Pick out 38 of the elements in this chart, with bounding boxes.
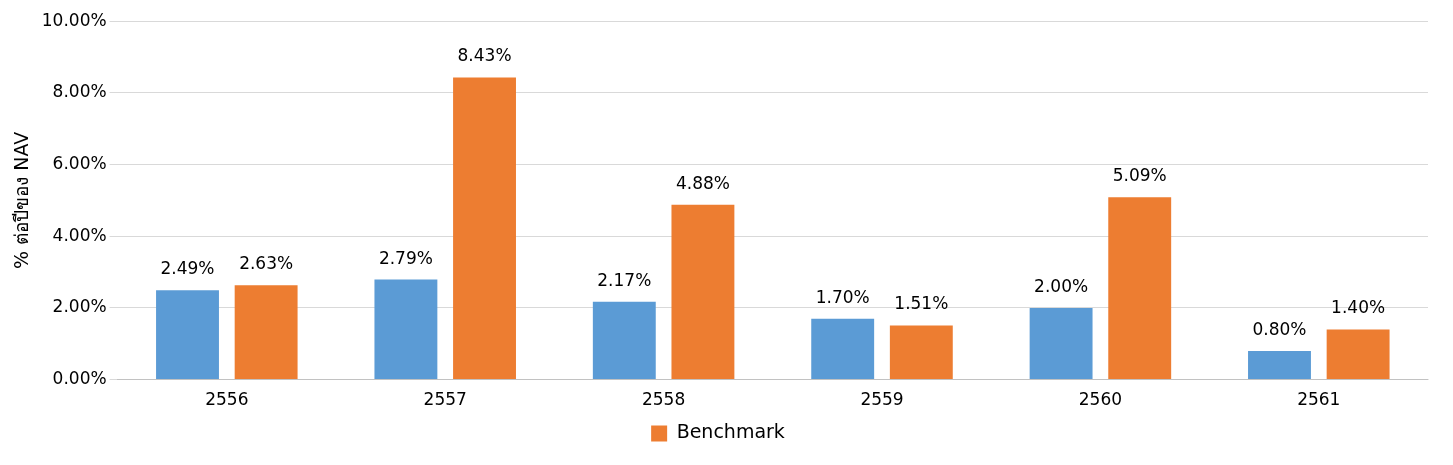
bar [1108,197,1172,380]
legend-label: Benchmark [676,420,785,443]
bar [374,279,438,380]
data-label: 2.49% [160,258,215,279]
data-label: 2.63% [239,253,294,274]
data-label: 4.88% [675,172,730,193]
bar [1029,307,1093,380]
x-tick-label: 2560 [1078,389,1123,410]
data-label: 5.09% [1112,165,1167,186]
x-tick-label: 2556 [205,389,249,410]
data-label: 1.51% [894,293,949,314]
bar [1248,350,1311,380]
y-tick-label: 0.00% [52,368,107,389]
bar [453,77,516,380]
bar [1326,329,1390,380]
data-label: 2.00% [1034,275,1089,296]
data-label: 0.80% [1252,318,1307,339]
bar [811,318,875,380]
x-tick-label: 2558 [641,389,686,410]
bar [889,325,953,380]
bar [234,285,298,380]
data-label: 1.40% [1331,297,1386,318]
y-tick-label: 10.00% [41,9,107,30]
y-tick-label: 2.00% [52,296,107,317]
y-tick-label: 8.00% [52,81,107,102]
y-tick-label: 4.00% [52,224,107,245]
data-label: 8.43% [457,45,512,66]
data-label: 2.17% [597,269,652,290]
y-tick-label: 6.00% [52,152,107,173]
bar [156,290,219,380]
bar [592,301,656,380]
x-tick-label: 2557 [423,389,467,410]
y-axis-title: % ต่อปีของ NAV [10,131,33,269]
x-tick-label: 2561 [1297,389,1341,410]
data-label: 2.79% [378,247,433,268]
x-tick-label: 2559 [860,389,904,410]
data-label: 1.70% [815,286,870,307]
bar [671,204,735,380]
